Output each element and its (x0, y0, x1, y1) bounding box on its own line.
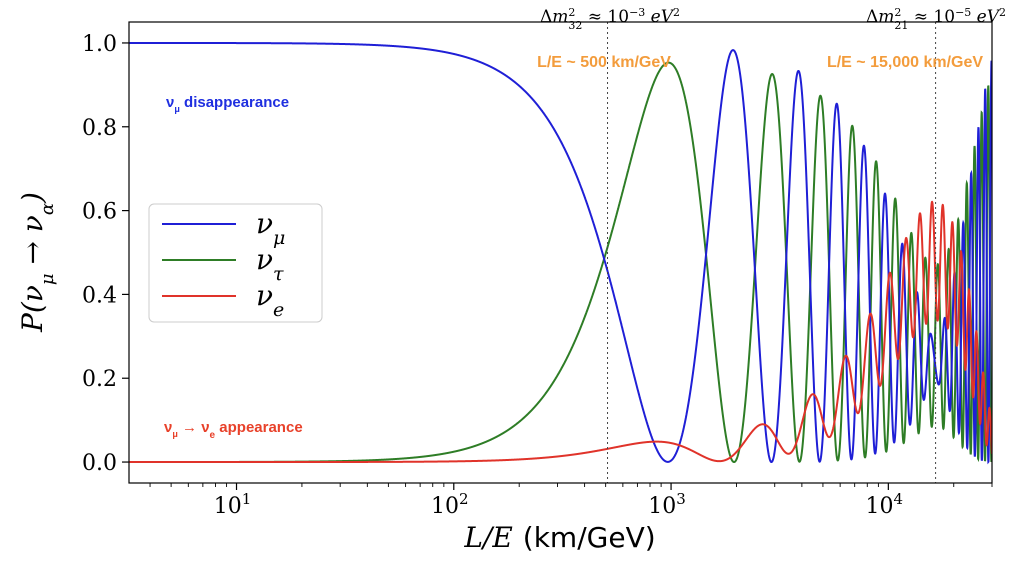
legend-label: νμ (256, 207, 285, 249)
annotation-atm-le: L/E ~ 500 km/GeV (537, 54, 671, 71)
y-axis-ticks: 0.0 0.2 0.4 0.6 0.8 1.0 (82, 32, 129, 476)
series-line-nu-e (129, 200, 992, 464)
label-appearance: νμ → νe appearance (164, 419, 303, 441)
x-tick-label: 104 (866, 490, 904, 519)
y-tick-label: 0.8 (82, 116, 117, 141)
x-tick-label: 103 (648, 490, 686, 519)
legend-label: νe (256, 279, 284, 321)
x-axis-title: L/E (km/GeV) (463, 521, 655, 554)
y-tick-label: 0.4 (82, 283, 117, 308)
annotation-sol-dm2: Δm2 21 ≈ 10−5 eV2 (866, 6, 1006, 32)
y-tick-label: 0.6 (82, 200, 117, 225)
y-tick-label: 0.2 (82, 367, 117, 392)
y-tick-label: 0.0 (82, 451, 117, 476)
annotation-sol-le: L/E ~ 15,000 km/GeV (827, 54, 983, 71)
plot-frame (128, 21, 993, 484)
y-tick-label: 1.0 (82, 32, 117, 57)
x-tick-label: 102 (431, 490, 469, 519)
y-axis-title: P(νμ → να) (16, 192, 58, 333)
x-axis-ticks: 101 102 103 104 (149, 483, 993, 519)
legend-label: ντ (256, 243, 284, 285)
series-line-nu-mu (129, 41, 992, 465)
legend-box (148, 203, 323, 323)
series-group (129, 22, 992, 483)
annotation-atm-dm2: Δm2 32 ≈ 10−3 eV2 (540, 6, 680, 32)
label-disappearance: νμ disappearance (166, 94, 289, 114)
x-tick-label: 101 (214, 490, 252, 519)
